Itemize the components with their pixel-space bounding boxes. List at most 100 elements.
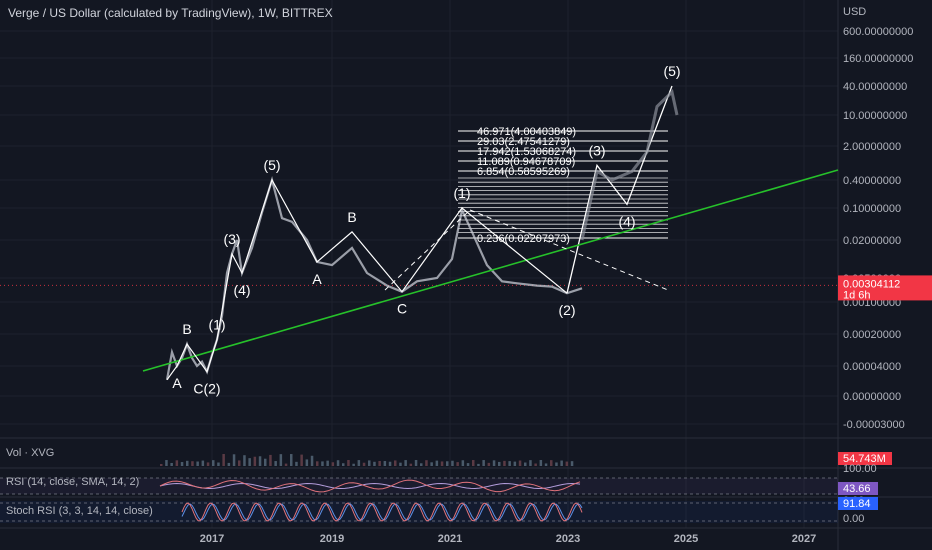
volume-bar: [388, 461, 392, 466]
dashed-channel-line: [384, 209, 471, 291]
y-tick-label: -0.00003000: [843, 419, 905, 431]
volume-bar: [269, 454, 272, 466]
volume-bar: [321, 461, 324, 466]
green-trendline: [142, 169, 839, 372]
volume-bar: [357, 460, 361, 466]
stoch-value-badge: [838, 497, 878, 510]
volume-bar: [539, 460, 543, 466]
y-tick-label: 0.00000000: [843, 391, 901, 403]
x-tick-label: 2023: [556, 533, 580, 545]
last-price-badge: [838, 275, 932, 301]
volume-bar: [305, 459, 309, 466]
wave-label-4: (3): [223, 231, 240, 247]
stoch-d-line: [181, 503, 583, 521]
projected-price-ghost: [580, 89, 679, 241]
volume-bar: [560, 460, 563, 466]
volume-bar: [513, 461, 517, 466]
fibonacci-levels: 46.971(4.00403849)29.03(2.47541279)17.94…: [458, 126, 668, 245]
volume-bar: [232, 454, 236, 466]
x-tick-label: 2017: [200, 533, 224, 545]
x-tick-label: 2021: [438, 533, 462, 545]
volume-bar: [570, 461, 574, 466]
y-tick-label: 2.00000000: [843, 141, 901, 153]
volume-bar: [487, 462, 491, 466]
volume-bar: [544, 463, 548, 466]
volume-bar: [279, 454, 283, 466]
volume-bar: [227, 462, 231, 466]
volume-bar: [243, 455, 246, 466]
stoch-tick-bottom: 0.00: [843, 513, 864, 525]
volume-bar: [201, 460, 205, 466]
volume-bar: [222, 454, 225, 466]
volume-bar: [253, 456, 257, 466]
volume-bar: [555, 462, 558, 466]
fib-label-4: 6.854(0.58595269): [477, 166, 570, 178]
rsi-line: [159, 479, 581, 493]
volume-bar: [378, 460, 381, 466]
volume-bar: [534, 463, 537, 466]
x-tick-label: 2019: [320, 533, 344, 545]
price-series: [165, 85, 679, 380]
wave-label-14: (5): [663, 63, 680, 79]
wave-label-10: (1): [453, 185, 470, 201]
volume-bar: [420, 463, 423, 466]
volume-bar: [274, 461, 277, 466]
volume-bar: [456, 462, 459, 466]
rsi-value: 43.66: [843, 483, 871, 495]
wave-label-9: C: [397, 301, 407, 317]
x-tick-label: 2025: [674, 533, 698, 545]
volume-bar: [425, 460, 428, 466]
volume-bar: [310, 455, 314, 466]
volume-bar: [352, 463, 355, 466]
y-tick-label: 40.00000000: [843, 81, 907, 93]
wave-zigzag-path: [166, 178, 568, 381]
volume-bar: [331, 462, 335, 466]
volume-value-badge: [838, 452, 892, 465]
wave-label-11: (2): [558, 302, 575, 318]
fib-label-0: 46.971(4.00403849): [477, 126, 576, 138]
chart-title: Verge / US Dollar (calculated by Trading…: [8, 6, 333, 20]
volume-bar: [170, 462, 173, 466]
volume-bar: [258, 456, 262, 466]
wave-label-3: (1): [208, 317, 225, 333]
volume-bar: [212, 460, 215, 466]
volume-bar: [461, 460, 465, 466]
volume-bar: [503, 460, 506, 466]
rsi-label: RSI (14, close, SMA, 14, 2): [6, 476, 140, 488]
y-tick-label: 160.00000000: [843, 53, 913, 65]
wave-label-0: A: [172, 375, 182, 391]
fib-label-2: 17.942(1.53068274): [477, 146, 576, 158]
volume-bar: [342, 463, 345, 466]
volume-bar: [373, 461, 376, 466]
last-price-countdown: 1d 6h: [843, 289, 871, 301]
rsi-tick-top: 100.00: [843, 463, 877, 475]
volume-bar: [414, 460, 418, 466]
volume-bar: [368, 460, 371, 466]
wave-label-13: (4): [618, 213, 635, 229]
indicator-panes: [0, 454, 838, 523]
volume-bar: [238, 460, 241, 466]
volume-bar: [409, 463, 413, 466]
y-tick-label: 600.00000000: [843, 26, 913, 38]
wave-label-1: B: [182, 321, 191, 337]
volume-bar: [529, 460, 532, 466]
volume-bar: [362, 462, 366, 466]
volume-bar: [394, 460, 397, 466]
stoch-rsi-value: 91.84: [843, 498, 871, 510]
volume-bar: [160, 464, 163, 466]
volume-bar: [430, 462, 433, 466]
volume-bar: [399, 462, 402, 466]
volume-bar: [165, 460, 168, 466]
volume-bar: [404, 460, 407, 466]
last-price-value: 0.00304112: [843, 278, 900, 290]
volume-bar: [451, 460, 454, 466]
wave-label-7: A: [312, 271, 322, 287]
currency-label: USD: [843, 6, 866, 18]
elliott-wave-labels: A B C(2) (1) (3) (4) (5) A B C (1) (2) (3) (4) (5): [172, 63, 680, 397]
volume-bar: [300, 454, 303, 466]
volume-bar: [347, 460, 350, 466]
volume-bar: [196, 461, 199, 466]
wave-label-6: (5): [263, 157, 280, 173]
volume-bar: [524, 462, 527, 466]
